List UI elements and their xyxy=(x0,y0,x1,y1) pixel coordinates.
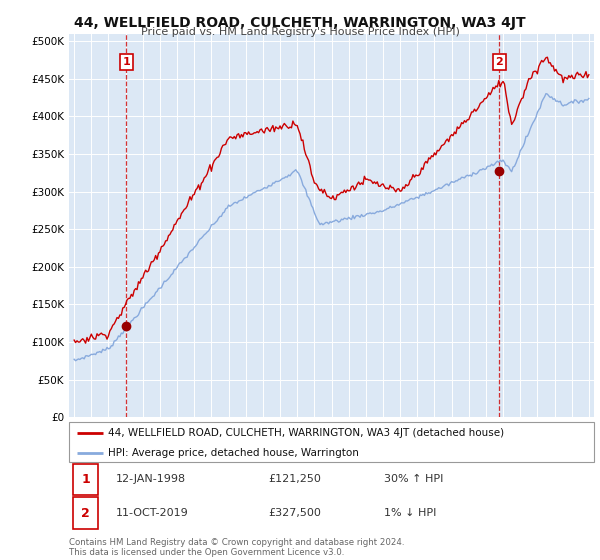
Text: 1% ↓ HPI: 1% ↓ HPI xyxy=(384,508,436,518)
Text: Contains HM Land Registry data © Crown copyright and database right 2024.
This d: Contains HM Land Registry data © Crown c… xyxy=(69,538,404,557)
Text: HPI: Average price, detached house, Warrington: HPI: Average price, detached house, Warr… xyxy=(109,448,359,458)
Text: 30% ↑ HPI: 30% ↑ HPI xyxy=(384,474,443,484)
Text: £327,500: £327,500 xyxy=(269,508,322,518)
Text: 2: 2 xyxy=(496,57,503,67)
Text: 1: 1 xyxy=(82,473,90,486)
FancyBboxPatch shape xyxy=(73,464,98,495)
Text: 44, WELLFIELD ROAD, CULCHETH, WARRINGTON, WA3 4JT (detached house): 44, WELLFIELD ROAD, CULCHETH, WARRINGTON… xyxy=(109,428,505,438)
FancyBboxPatch shape xyxy=(69,422,594,462)
Text: 1: 1 xyxy=(122,57,130,67)
Text: 11-OCT-2019: 11-OCT-2019 xyxy=(116,508,189,518)
FancyBboxPatch shape xyxy=(73,497,98,529)
Text: £121,250: £121,250 xyxy=(269,474,322,484)
Text: 2: 2 xyxy=(82,507,90,520)
Text: 44, WELLFIELD ROAD, CULCHETH, WARRINGTON, WA3 4JT: 44, WELLFIELD ROAD, CULCHETH, WARRINGTON… xyxy=(74,16,526,30)
Text: 12-JAN-1998: 12-JAN-1998 xyxy=(116,474,187,484)
Text: Price paid vs. HM Land Registry's House Price Index (HPI): Price paid vs. HM Land Registry's House … xyxy=(140,27,460,37)
